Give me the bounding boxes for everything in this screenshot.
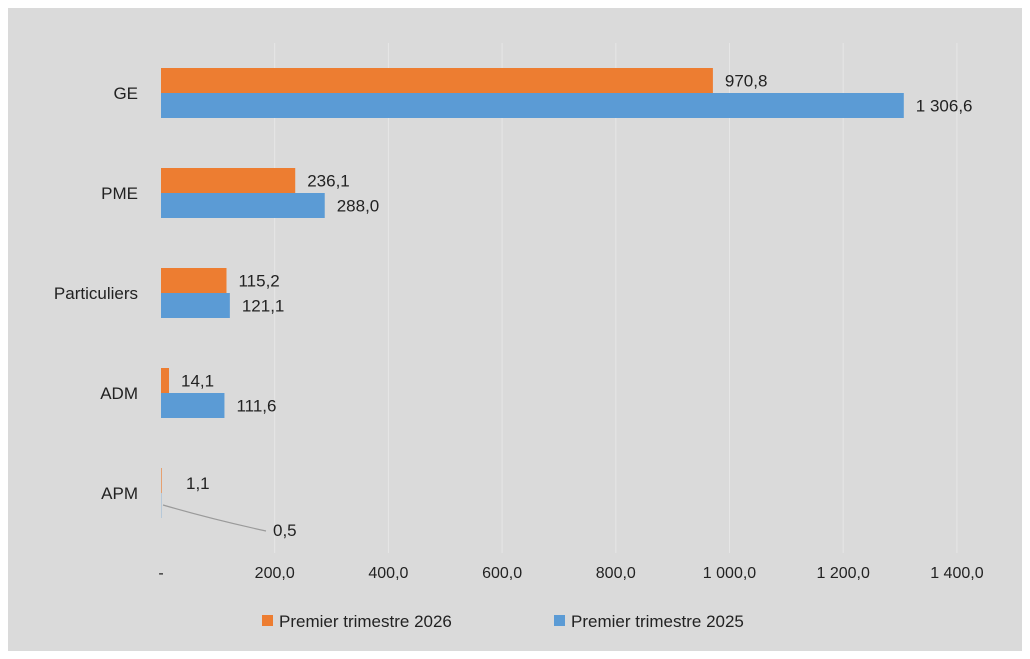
data-label-particuliers-2025: 121,1 [242,297,285,316]
data-label-particuliers-2026: 115,2 [238,272,279,291]
bar-particuliers-2026 [161,268,227,293]
category-label-apm: APM [101,484,138,503]
bar-ge-2025 [161,93,904,118]
bar-pme-2025 [161,193,325,218]
chart-panel: 970,8 1 306,6 236,1 288,0 115,2 121,1 14,1 111,… [8,8,1022,651]
bar-adm-2026 [161,368,170,393]
data-label-ge-2026: 970,8 [725,72,768,91]
leader-line-apm [162,504,267,532]
category-label-pme: PME [101,184,138,203]
legend-label-2026: Premier trimestre 2026 [279,612,452,631]
category-label-particuliers: Particuliers [54,284,138,303]
data-label-adm-2026: 14,1 [181,372,214,391]
bar-pme-2026 [161,168,296,193]
data-label-ge-2025: 1 306,6 [916,97,973,116]
category-label-adm: ADM [100,384,138,403]
legend-swatch-2025 [554,615,565,626]
legend-swatch-2026 [262,615,273,626]
data-label-pme-2026: 236,1 [307,172,350,191]
x-tick-label-6: 1 200,0 [817,565,870,582]
data-labels: 970,8 1 306,6 236,1 288,0 115,2 121,1 14,1 111,… [181,72,973,541]
legend-label-2025: Premier trimestre 2025 [571,612,744,631]
data-label-apm-2025: 0,5 [273,521,297,540]
x-tick-label-0: - [158,565,163,582]
bar-adm-2025 [161,393,225,418]
x-tick-label-5: 1 000,0 [703,565,756,582]
bar-particuliers-2025 [161,293,230,318]
grid-lines [274,43,958,553]
legend: Premier trimestre 2026 Premier trimestre … [262,612,744,631]
data-label-pme-2025: 288,0 [337,197,380,216]
x-tick-label-1: 200,0 [255,565,295,582]
x-tick-label-4: 800,0 [596,565,636,582]
bar-chart: 970,8 1 306,6 236,1 288,0 115,2 121,1 14,1 111,… [54,43,984,631]
category-label-ge: GE [113,84,138,103]
category-labels: GE PME Particuliers ADM APM [54,84,138,503]
bars [161,68,904,518]
bar-apm-2026 [161,468,162,493]
x-tick-label-7: 1 400,0 [930,565,983,582]
leader-lines [162,504,267,532]
x-tick-labels: - 200,0 400,0 600,0 800,0 1 000,0 1 200,0 1 400… [158,565,983,582]
x-tick-label-3: 600,0 [482,565,522,582]
bar-ge-2026 [161,68,713,93]
x-tick-label-2: 400,0 [368,565,408,582]
data-label-apm-2026: 1,1 [186,474,210,493]
data-label-adm-2025: 111,6 [236,397,276,416]
